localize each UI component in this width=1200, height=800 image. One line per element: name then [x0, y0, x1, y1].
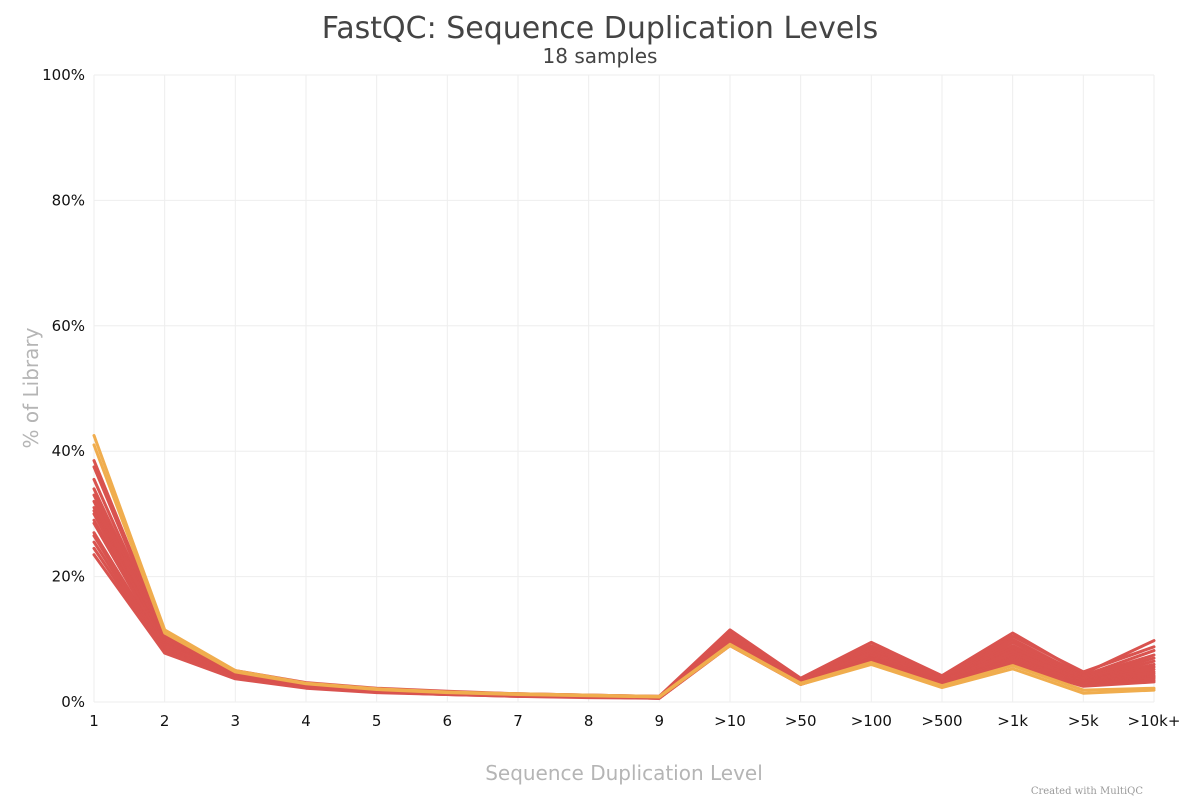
chart-subtitle: 18 samples	[543, 44, 658, 68]
credit-text: Created with MultiQC	[1031, 786, 1144, 797]
x-tick-label: 7	[513, 712, 523, 730]
x-tick-label: >500	[921, 712, 962, 730]
x-tick-label: 5	[372, 712, 382, 730]
series-lines	[92, 434, 1156, 700]
x-tick-label: >50	[785, 712, 817, 730]
y-tick-label: 0%	[61, 693, 85, 711]
x-tick-label: >10	[714, 712, 746, 730]
x-tick-label: 9	[655, 712, 665, 730]
y-axis-ticks: 0% 20% 40% 60% 80% 100%	[42, 66, 85, 711]
x-tick-label: >10k+	[1128, 712, 1181, 730]
x-tick-label: >100	[851, 712, 892, 730]
x-tick-label: 2	[160, 712, 170, 730]
series-line-18[interactable]	[92, 443, 1156, 699]
x-tick-label: 4	[301, 712, 311, 730]
x-axis-title: Sequence Duplication Level	[485, 761, 763, 785]
y-tick-label: 100%	[42, 66, 85, 84]
y-tick-label: 20%	[52, 568, 85, 586]
chart-title: FastQC: Sequence Duplication Levels	[322, 11, 879, 46]
x-tick-label: 1	[89, 712, 99, 730]
gridlines	[93, 74, 1155, 703]
x-tick-label: >5k	[1068, 712, 1099, 730]
y-tick-label: 60%	[52, 317, 85, 335]
y-tick-label: 80%	[52, 191, 85, 209]
x-tick-label: >1k	[997, 712, 1028, 730]
x-tick-label: 6	[443, 712, 453, 730]
y-axis-title: % of Library	[19, 327, 43, 448]
x-tick-label: 8	[584, 712, 594, 730]
x-tick-label: 3	[231, 712, 241, 730]
y-tick-label: 40%	[52, 442, 85, 460]
x-axis-ticks: 1 2 3 4 5 6 7 8 9 >10 >50 >100 >500 >1k >5k >10k+	[89, 712, 1180, 730]
